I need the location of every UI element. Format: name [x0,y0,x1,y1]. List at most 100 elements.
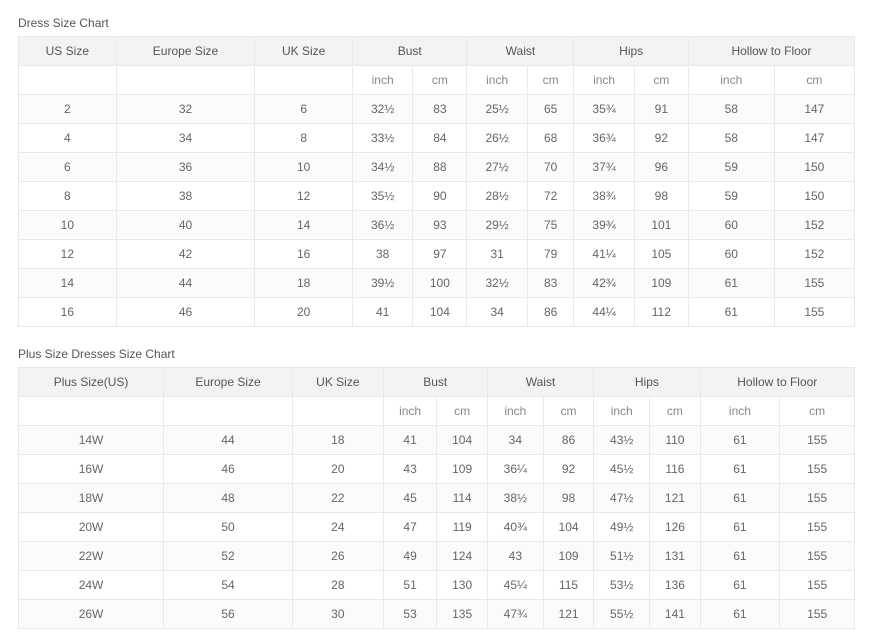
unit-cm: cm [543,397,593,426]
chart1-unit-row: inch cm inch cm inch cm inch cm [19,66,855,95]
table-cell: 18 [292,426,383,455]
chart1-header-row: US Size Europe Size UK Size Bust Waist H… [19,37,855,66]
table-cell: 38 [352,240,412,269]
table-cell: 130 [437,571,487,600]
table-cell: 105 [634,240,688,269]
col-hips: Hips [574,37,688,66]
table-cell: 26W [19,600,164,629]
unit-inch: inch [594,397,650,426]
table-cell: 20 [255,298,353,327]
unit-blank [19,397,164,426]
table-cell: 38¾ [574,182,634,211]
table-cell: 58 [688,95,774,124]
table-cell: 131 [650,542,700,571]
table-cell: 49½ [594,513,650,542]
unit-cm: cm [650,397,700,426]
table-cell: 35¾ [574,95,634,124]
unit-inch: inch [383,397,437,426]
table-cell: 155 [774,269,854,298]
table-cell: 43 [487,542,543,571]
unit-inch: inch [688,66,774,95]
col-hollow: Hollow to Floor [688,37,854,66]
table-cell: 126 [650,513,700,542]
table-cell: 6 [255,95,353,124]
table-row: 16W46204310936¼9245½11661155 [19,455,855,484]
table-cell: 53 [383,600,437,629]
table-cell: 14 [19,269,117,298]
table-row: 8381235½9028½7238¾9859150 [19,182,855,211]
table-cell: 51 [383,571,437,600]
table-cell: 6 [19,153,117,182]
table-row: 24W54285113045¼11553½13661155 [19,571,855,600]
table-cell: 101 [634,211,688,240]
table-cell: 8 [255,124,353,153]
table-cell: 32 [116,95,255,124]
table-cell: 96 [634,153,688,182]
table-cell: 40 [116,211,255,240]
chart2-body: 14W441841104348643½1106115516W4620431093… [19,426,855,629]
table-cell: 43½ [594,426,650,455]
col-us-size: US Size [19,37,117,66]
table-cell: 48 [164,484,293,513]
table-cell: 18W [19,484,164,513]
unit-inch: inch [352,66,412,95]
table-cell: 36¾ [574,124,634,153]
table-cell: 24 [292,513,383,542]
table-cell: 55½ [594,600,650,629]
table-cell: 104 [413,298,467,327]
chart1-title: Dress Size Chart [18,16,855,30]
table-cell: 12 [19,240,117,269]
table-cell: 52 [164,542,293,571]
table-row: 22W5226491244310951½13161155 [19,542,855,571]
table-row: 16462041104348644¼11261155 [19,298,855,327]
table-cell: 20W [19,513,164,542]
unit-blank [116,66,255,95]
table-cell: 16 [19,298,117,327]
unit-blank [255,66,353,95]
table-row: 10401436½9329½7539¾10160152 [19,211,855,240]
table-cell: 61 [688,269,774,298]
col-plus-size: Plus Size(US) [19,368,164,397]
table-cell: 150 [774,153,854,182]
table-cell: 61 [688,298,774,327]
table-cell: 16 [255,240,353,269]
table-cell: 150 [774,182,854,211]
table-cell: 136 [650,571,700,600]
table-cell: 109 [437,455,487,484]
table-cell: 79 [527,240,574,269]
table-cell: 29½ [467,211,527,240]
table-cell: 112 [634,298,688,327]
table-cell: 26½ [467,124,527,153]
table-cell: 36½ [352,211,412,240]
table-cell: 59 [688,153,774,182]
table-cell: 34 [467,298,527,327]
table-cell: 20 [292,455,383,484]
table-cell: 155 [780,455,855,484]
table-cell: 98 [634,182,688,211]
unit-cm: cm [527,66,574,95]
table-cell: 61 [700,600,780,629]
table-cell: 92 [634,124,688,153]
table-cell: 22W [19,542,164,571]
table-cell: 14 [255,211,353,240]
table-cell: 60 [688,240,774,269]
col-hollow: Hollow to Floor [700,368,854,397]
table-cell: 152 [774,211,854,240]
table-cell: 36 [116,153,255,182]
table-cell: 65 [527,95,574,124]
unit-cm: cm [437,397,487,426]
table-cell: 42 [116,240,255,269]
table-cell: 38½ [487,484,543,513]
table-cell: 33½ [352,124,412,153]
table-cell: 54 [164,571,293,600]
table-cell: 70 [527,153,574,182]
table-cell: 45½ [594,455,650,484]
table-cell: 61 [700,542,780,571]
chart2-title: Plus Size Dresses Size Chart [18,347,855,361]
table-cell: 44 [116,269,255,298]
table-row: 6361034½8827½7037¾9659150 [19,153,855,182]
col-europe-size: Europe Size [164,368,293,397]
table-cell: 41 [352,298,412,327]
unit-cm: cm [780,397,855,426]
table-cell: 8 [19,182,117,211]
